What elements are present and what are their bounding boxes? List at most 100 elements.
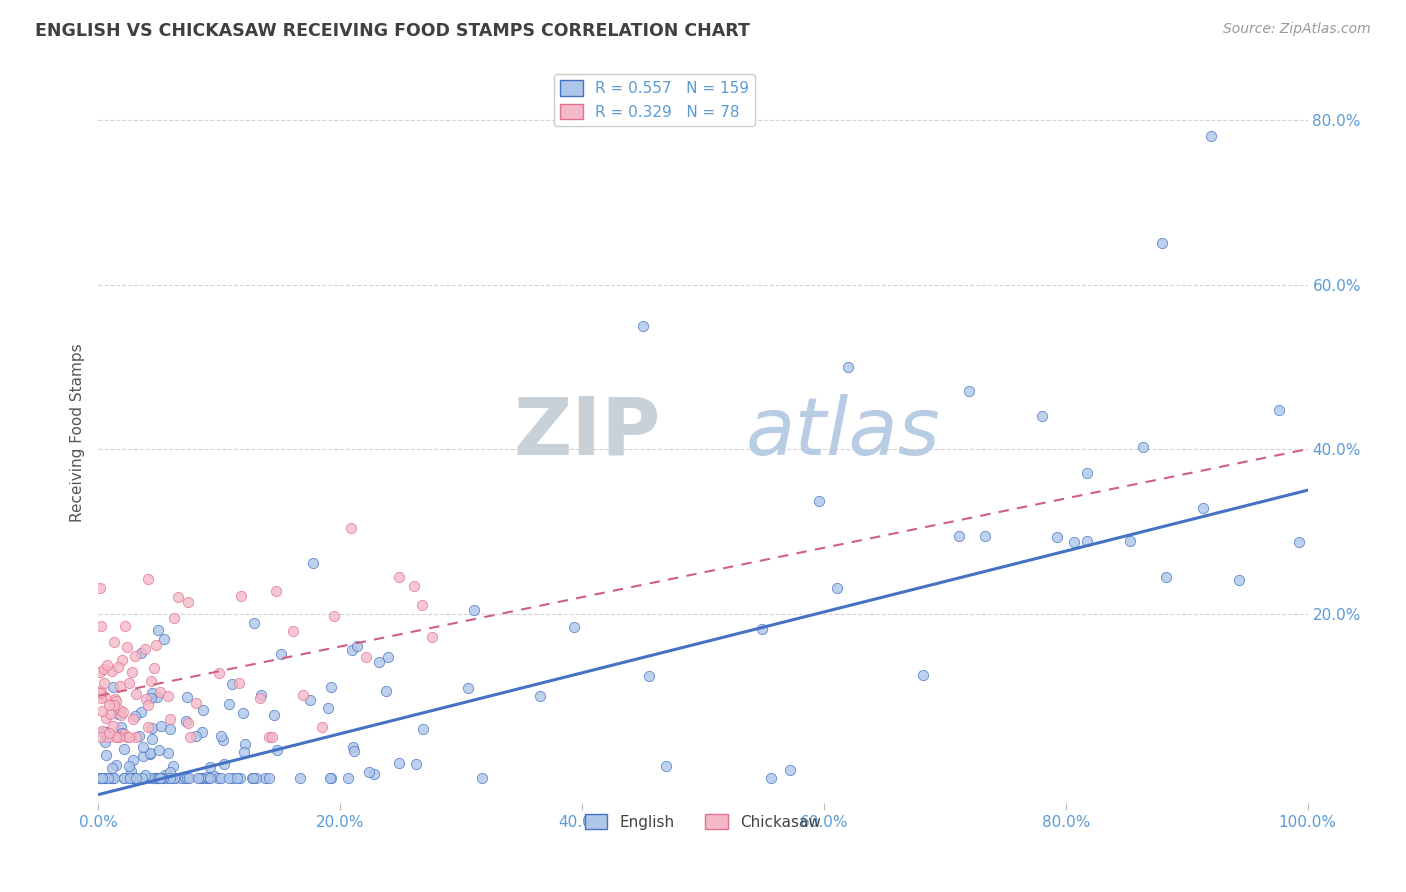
Point [104,730,127,744]
Point [122,771,145,785]
Point [562,620,585,634]
Point [159,771,181,785]
Point [90,684,112,698]
Point [145,771,167,785]
Point [94,724,117,739]
Point [110,707,132,722]
Point [288,771,311,785]
Point [89,581,111,595]
Point [155,771,177,785]
Point [152,632,174,646]
Point [101,665,124,679]
Point [291,688,314,702]
Point [146,624,169,638]
Point [188,771,211,785]
Point [114,619,136,633]
Point [176,771,198,785]
Point [125,771,148,785]
Point [118,771,141,785]
Point [808,493,831,508]
Point [135,691,157,706]
Point [132,749,155,764]
Point [97,725,120,739]
Point [404,579,426,593]
Point [263,707,285,722]
Point [266,743,288,757]
Point [105,730,128,744]
Point [122,771,145,785]
Point [1154,570,1177,584]
Point [184,729,207,743]
Point [124,648,146,663]
Point [141,690,163,705]
Point [337,771,360,785]
Point [125,686,148,700]
Point [200,760,222,774]
Point [108,730,131,744]
Point [388,756,411,770]
Point [132,740,155,755]
Point [131,771,153,785]
Point [179,730,201,744]
Point [198,771,221,785]
Point [110,703,132,717]
Point [1268,402,1291,417]
Point [340,643,363,657]
Point [405,756,427,771]
Point [319,771,342,785]
Point [145,771,167,785]
Point [779,763,801,777]
Point [411,598,433,612]
Point [257,730,280,744]
Point [363,767,385,781]
Point [655,758,678,772]
Point [176,690,198,704]
Point [202,769,225,783]
Point [377,649,399,664]
Point [207,771,229,785]
Point [134,641,156,656]
Point [159,712,181,726]
Point [825,581,848,595]
Point [159,722,181,736]
Point [264,583,287,598]
Point [471,771,494,785]
Point [184,697,207,711]
Point [122,753,145,767]
Point [242,771,264,785]
Point [149,719,172,733]
Point [141,721,163,735]
Point [463,603,485,617]
Point [100,761,122,775]
Point [1119,534,1142,549]
Point [149,685,172,699]
Point [89,665,111,679]
Point [319,771,342,785]
Point [125,730,148,744]
Legend: English, Chickasaw: English, Chickasaw [578,807,828,836]
Point [118,759,141,773]
Point [197,771,219,785]
Point [218,698,240,712]
Point [112,726,135,740]
Point [152,771,174,785]
Point [91,771,114,785]
Point [457,681,479,695]
Point [221,677,243,691]
Point [146,771,169,785]
Point [143,771,166,785]
Point [359,765,381,780]
Point [837,359,859,374]
Point [529,689,551,703]
Point [139,771,162,785]
Point [139,746,162,760]
Text: ENGLISH VS CHICKASAW RECEIVING FOOD STAMPS CORRELATION CHART: ENGLISH VS CHICKASAW RECEIVING FOOD STAM… [35,22,749,40]
Point [94,690,117,704]
Point [631,318,654,333]
Point [1132,440,1154,454]
Point [118,730,141,744]
Point [112,742,135,756]
Point [94,771,117,785]
Point [638,669,661,683]
Point [209,771,232,785]
